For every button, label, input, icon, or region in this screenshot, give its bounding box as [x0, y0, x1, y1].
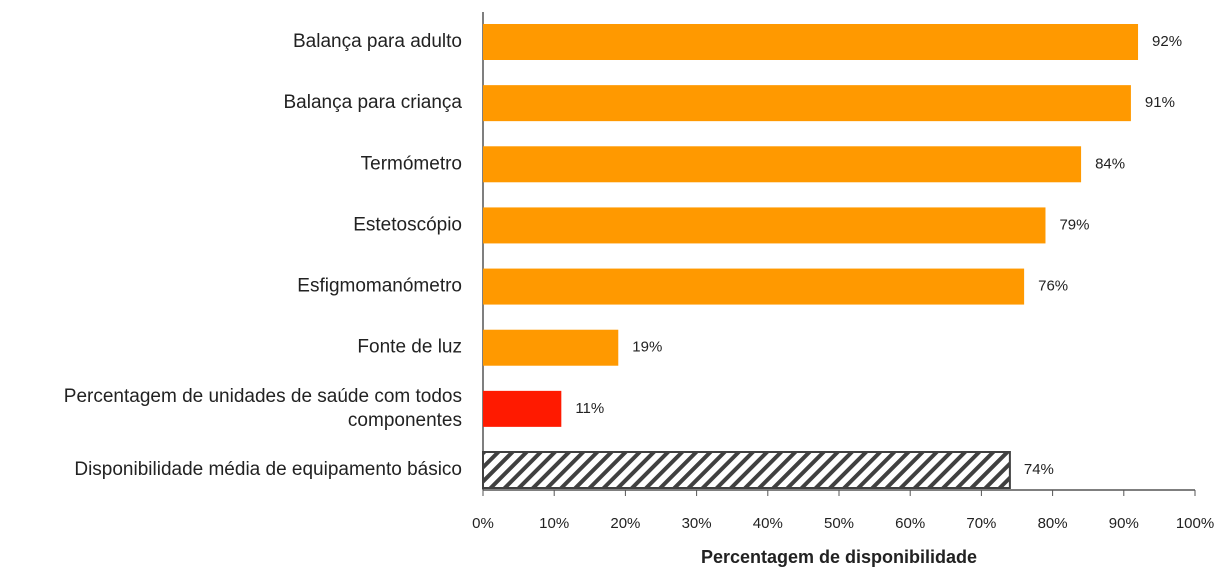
x-tick-label: 70% [966, 515, 996, 532]
y-tick-label: Percentagem de unidades de saúde com tod… [64, 386, 462, 431]
x-tick-label: 40% [753, 515, 783, 532]
bar [483, 146, 1082, 183]
x-tick-label: 20% [610, 515, 640, 532]
y-tick-label: Estetoscópio [353, 214, 462, 235]
y-tick-label: Disponibilidade média de equipamento bás… [74, 459, 462, 480]
data-label: 11% [575, 400, 604, 417]
bar [483, 24, 1139, 60]
x-axis-title: Percentagem de disponibilidade [701, 547, 977, 567]
data-label: 91% [1145, 94, 1175, 111]
data-label: 19% [632, 339, 662, 356]
bar [483, 268, 1025, 305]
x-tick-label: 80% [1038, 515, 1068, 532]
y-tick-label: Balança para criança [284, 92, 463, 113]
y-tick-label: Balança para adulto [293, 31, 462, 52]
x-tick-label: 60% [895, 515, 925, 532]
data-label: 84% [1095, 155, 1125, 172]
x-tick-label: 50% [824, 515, 854, 532]
y-tick-label: Termómetro [361, 153, 462, 174]
x-tick-label: 100% [1176, 515, 1214, 532]
x-tick-label: 90% [1109, 515, 1139, 532]
data-label: 76% [1038, 278, 1068, 295]
bar [483, 207, 1046, 244]
data-label: 79% [1059, 216, 1089, 233]
bar [483, 85, 1131, 122]
x-tick-label: 0% [472, 515, 494, 532]
data-label: 74% [1024, 461, 1054, 478]
data-label: 92% [1152, 33, 1182, 50]
bar [482, 451, 1011, 489]
y-tick-label: Fonte de luz [357, 337, 462, 358]
x-tick-label: 10% [539, 515, 569, 532]
bar [483, 390, 562, 427]
y-tick-label: Esfigmomanómetro [297, 276, 462, 297]
x-tick-label: 30% [682, 515, 712, 532]
bar [483, 329, 619, 366]
